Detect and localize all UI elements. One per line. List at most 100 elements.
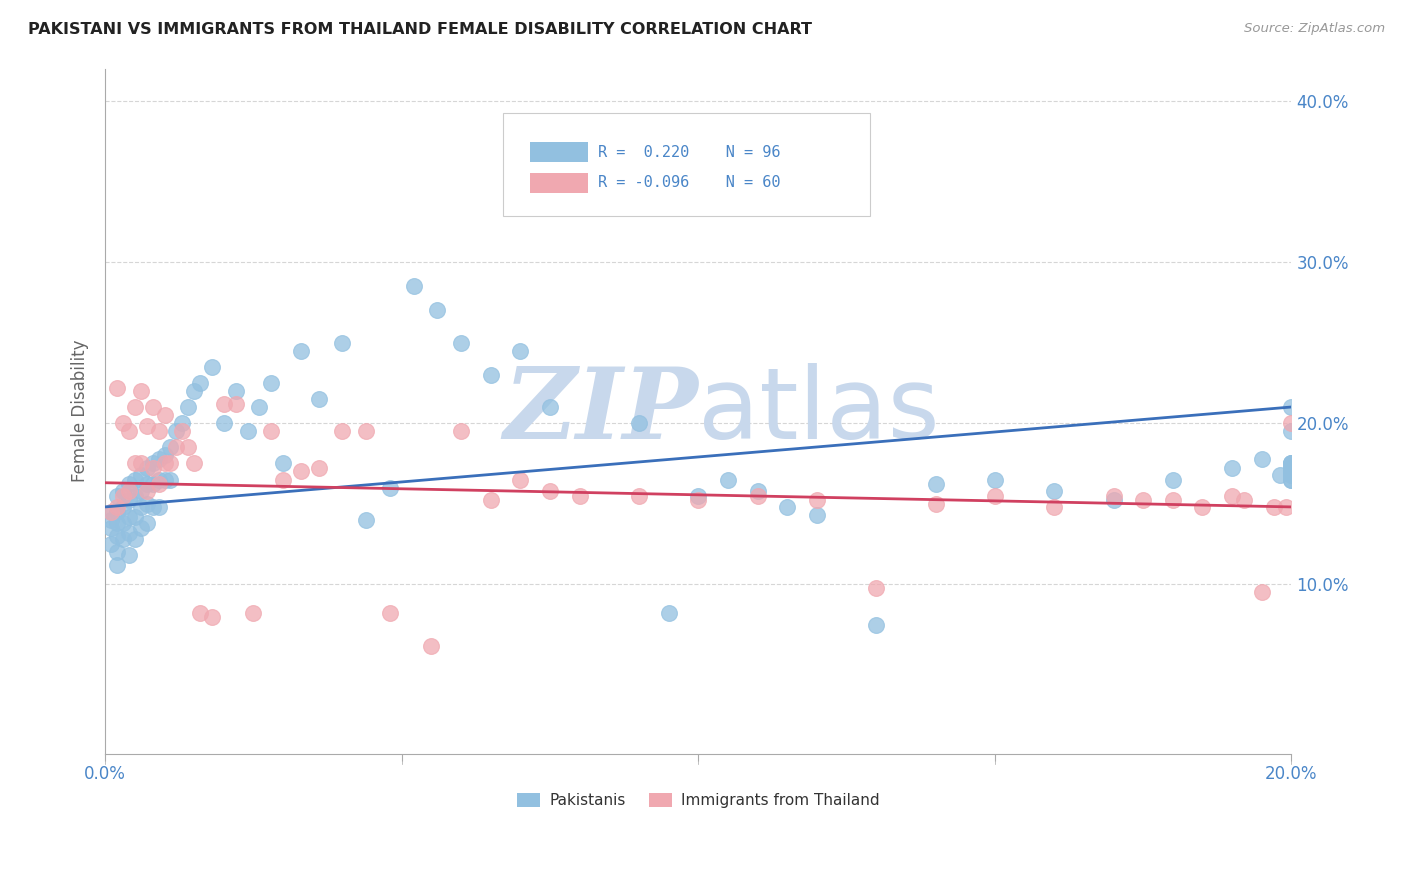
- Point: [105, 500, 128, 514]
- Point: [153, 457, 176, 471]
- Point: [1043, 483, 1066, 498]
- Point: [118, 483, 141, 498]
- Point: [118, 493, 141, 508]
- Point: [420, 639, 443, 653]
- Point: [1281, 473, 1303, 487]
- Point: [509, 473, 531, 487]
- Point: [627, 489, 650, 503]
- Text: atlas: atlas: [699, 362, 941, 459]
- Point: [1281, 461, 1303, 475]
- Point: [105, 529, 128, 543]
- Point: [242, 607, 264, 621]
- Point: [308, 392, 330, 406]
- Point: [225, 384, 247, 398]
- Point: [124, 489, 146, 503]
- Point: [111, 532, 134, 546]
- Point: [118, 548, 141, 562]
- Point: [1191, 500, 1213, 514]
- Point: [124, 457, 146, 471]
- Point: [598, 182, 620, 196]
- Text: R =  0.220    N = 96: R = 0.220 N = 96: [598, 145, 780, 160]
- Point: [212, 397, 235, 411]
- Point: [105, 545, 128, 559]
- Point: [260, 376, 283, 390]
- Point: [111, 489, 134, 503]
- Point: [479, 493, 502, 508]
- Point: [124, 400, 146, 414]
- Point: [984, 489, 1007, 503]
- Point: [100, 505, 122, 519]
- Point: [509, 343, 531, 358]
- Point: [142, 500, 165, 514]
- Point: [129, 384, 152, 398]
- Point: [188, 376, 211, 390]
- Point: [260, 424, 283, 438]
- Point: [1281, 457, 1303, 471]
- Point: [1281, 465, 1303, 479]
- Point: [159, 440, 181, 454]
- Point: [165, 440, 187, 454]
- Point: [105, 505, 128, 519]
- Point: [378, 607, 401, 621]
- Point: [105, 516, 128, 530]
- Point: [568, 489, 591, 503]
- Point: [1268, 467, 1291, 482]
- Point: [332, 424, 354, 438]
- Point: [148, 473, 170, 487]
- Point: [1161, 493, 1184, 508]
- Point: [1274, 500, 1296, 514]
- Point: [118, 509, 141, 524]
- Point: [1281, 465, 1303, 479]
- Point: [129, 457, 152, 471]
- Point: [118, 525, 141, 540]
- Point: [100, 505, 122, 519]
- Point: [1281, 400, 1303, 414]
- Point: [271, 457, 294, 471]
- Point: [402, 279, 425, 293]
- Point: [290, 343, 312, 358]
- Point: [124, 473, 146, 487]
- Point: [111, 483, 134, 498]
- Point: [201, 609, 224, 624]
- Point: [378, 481, 401, 495]
- Point: [129, 521, 152, 535]
- Point: [105, 381, 128, 395]
- Point: [308, 461, 330, 475]
- Point: [135, 483, 157, 498]
- Point: [142, 400, 165, 414]
- Point: [172, 424, 194, 438]
- Point: [747, 483, 769, 498]
- Point: [1281, 467, 1303, 482]
- Point: [148, 451, 170, 466]
- Text: R = -0.096    N = 60: R = -0.096 N = 60: [598, 176, 780, 190]
- Point: [124, 509, 146, 524]
- Point: [105, 558, 128, 572]
- Point: [153, 473, 176, 487]
- Point: [212, 416, 235, 430]
- Point: [538, 483, 561, 498]
- Point: [177, 440, 200, 454]
- FancyBboxPatch shape: [530, 173, 588, 194]
- Point: [1281, 457, 1303, 471]
- Point: [148, 477, 170, 491]
- Point: [1250, 585, 1272, 599]
- Point: [658, 607, 681, 621]
- Point: [1281, 467, 1303, 482]
- Point: [188, 607, 211, 621]
- Point: [865, 581, 887, 595]
- Point: [271, 473, 294, 487]
- Point: [1043, 500, 1066, 514]
- Point: [111, 416, 134, 430]
- Point: [1220, 489, 1243, 503]
- Point: [1281, 416, 1303, 430]
- Point: [118, 477, 141, 491]
- Point: [201, 359, 224, 374]
- Point: [1281, 461, 1303, 475]
- Point: [129, 483, 152, 498]
- Point: [183, 457, 205, 471]
- Point: [100, 513, 122, 527]
- Point: [105, 489, 128, 503]
- Point: [142, 461, 165, 475]
- Point: [118, 424, 141, 438]
- Point: [354, 424, 377, 438]
